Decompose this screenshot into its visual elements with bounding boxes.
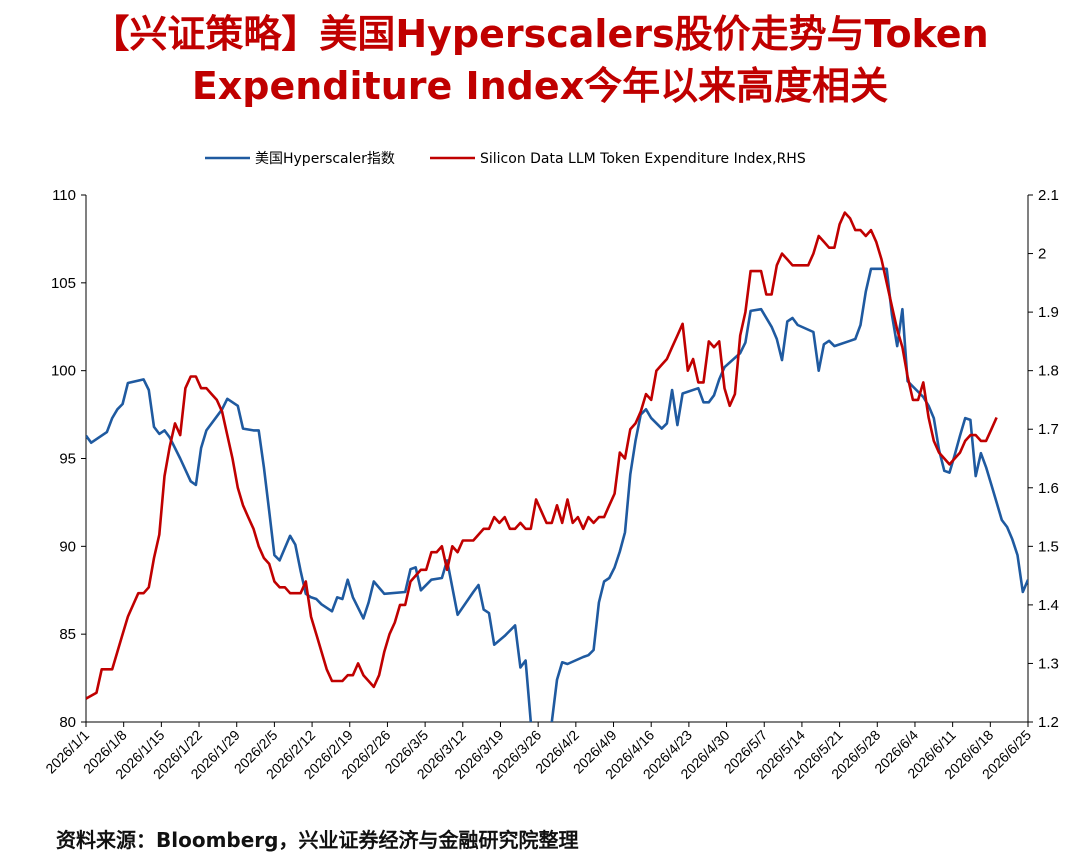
legend-label-hyperscaler: 美国Hyperscaler指数 (255, 151, 395, 167)
y-left-tick-label: 100 (51, 363, 76, 380)
y-right-tick-label: 1.6 (1038, 480, 1059, 497)
legend-label-token-index: Silicon Data LLM Token Expenditure Index… (480, 151, 806, 167)
y-right-tick-label: 2 (1038, 246, 1046, 263)
series-line-hyperscaler (86, 267, 1028, 722)
y-right-tick-label: 1.8 (1038, 363, 1059, 380)
chart-title: 【兴证策略】美国Hyperscalers股价走势与Token Expenditu… (0, 8, 1080, 112)
y-right-tick-label: 1.4 (1038, 597, 1059, 614)
y-left-tick-label: 85 (59, 626, 76, 643)
y-right-tick-label: 2.1 (1038, 187, 1059, 204)
y-left-tick-label: 110 (52, 187, 76, 204)
y-left-tick-label: 105 (51, 275, 76, 292)
title-line-1: 【兴证策略】美国Hyperscalers股价走势与Token (91, 12, 989, 56)
chart-series (86, 211, 1028, 722)
y-right-tick-label: 1.3 (1038, 655, 1059, 672)
y-left-tick-label: 90 (59, 538, 76, 555)
y-right-tick-label: 1.2 (1038, 714, 1059, 731)
series-line-token-index (86, 211, 998, 700)
y-right-tick-label: 1.5 (1038, 538, 1059, 555)
y-right-tick-label: 1.7 (1038, 421, 1059, 438)
y-left-tick-label: 95 (59, 451, 76, 468)
y-left-tick-label: 80 (59, 714, 76, 731)
legend: 美国Hyperscaler指数 Silicon Data LLM Token Ex… (205, 151, 806, 167)
title-line-2: Expenditure Index今年以来高度相关 (191, 64, 889, 108)
source-note: 资料来源：Bloomberg，兴业证券经济与金融研究院整理 (56, 828, 579, 852)
y-right-tick-label: 1.9 (1038, 304, 1059, 321)
